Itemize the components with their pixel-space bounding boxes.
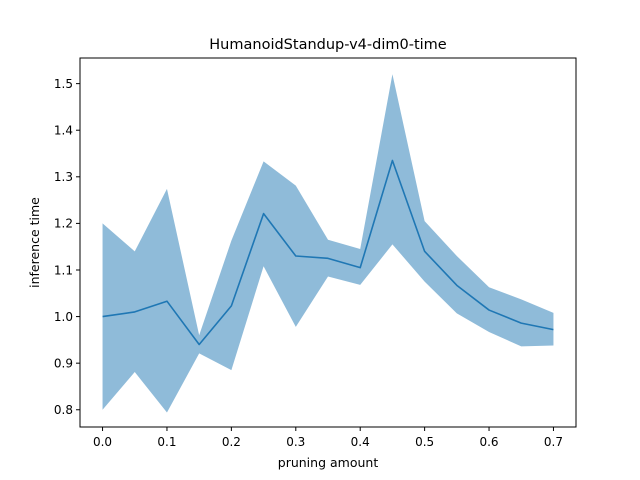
x-tick-label: 0.4 bbox=[351, 435, 370, 449]
x-tick-label: 0.0 bbox=[93, 435, 112, 449]
x-axis: 0.0 0.1 0.2 0.3 0.4 0.5 0.6 0.7 bbox=[93, 427, 563, 449]
x-tick-label: 0.2 bbox=[222, 435, 241, 449]
x-tick-label: 0.6 bbox=[479, 435, 498, 449]
plot-area bbox=[102, 74, 554, 413]
y-tick-label: 1.5 bbox=[54, 77, 73, 91]
x-tick-label: 0.3 bbox=[286, 435, 305, 449]
y-tick-label: 1.4 bbox=[54, 124, 73, 138]
y-tick-label: 1.1 bbox=[54, 263, 73, 277]
mean-line bbox=[102, 159, 554, 346]
y-tick-label: 1.2 bbox=[54, 217, 73, 231]
axes-frame bbox=[79, 57, 577, 428]
y-tick-label: 0.9 bbox=[54, 356, 73, 370]
x-tick-label: 0.5 bbox=[415, 435, 434, 449]
confidence-band bbox=[102, 74, 554, 413]
x-tick-label: 0.1 bbox=[157, 435, 176, 449]
chart-title: HumanoidStandup-v4-dim0-time bbox=[209, 37, 446, 53]
y-axis: 0.8 0.9 1.0 1.1 1.2 1.3 1.4 1.5 bbox=[54, 77, 80, 417]
y-axis-label: inference time bbox=[27, 197, 42, 288]
y-tick-label: 0.8 bbox=[54, 403, 73, 417]
x-axis-label: pruning amount bbox=[278, 455, 379, 470]
y-tick-label: 1.0 bbox=[54, 310, 73, 324]
y-tick-label: 1.3 bbox=[54, 170, 73, 184]
x-tick-label: 0.7 bbox=[544, 435, 563, 449]
